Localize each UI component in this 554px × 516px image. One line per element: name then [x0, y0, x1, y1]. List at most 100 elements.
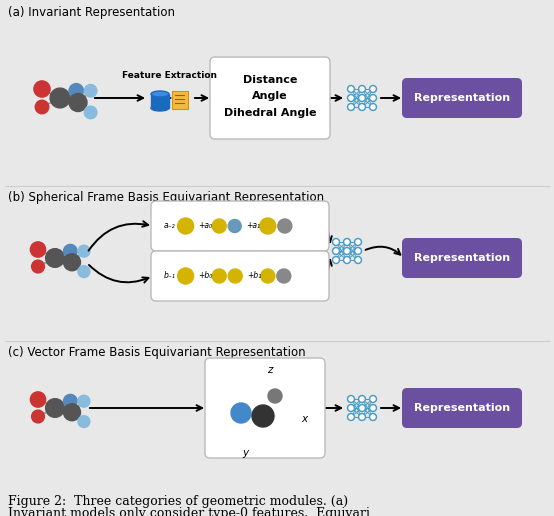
Circle shape [228, 269, 242, 283]
Circle shape [64, 254, 80, 271]
Circle shape [355, 248, 362, 254]
Circle shape [345, 258, 349, 262]
Circle shape [347, 94, 355, 102]
Circle shape [371, 415, 375, 419]
Circle shape [371, 87, 375, 91]
Circle shape [252, 405, 274, 427]
Text: Invariant models only consider type-0 features.  Equivari: Invariant models only consider type-0 fe… [8, 508, 370, 516]
FancyBboxPatch shape [151, 251, 329, 301]
Circle shape [84, 85, 97, 97]
Circle shape [212, 269, 226, 283]
Circle shape [69, 84, 84, 98]
Circle shape [360, 406, 364, 410]
Text: Angle: Angle [252, 91, 288, 101]
Circle shape [355, 256, 362, 264]
Circle shape [360, 105, 364, 109]
Circle shape [371, 96, 375, 100]
Circle shape [355, 238, 362, 246]
Circle shape [356, 249, 360, 253]
Circle shape [358, 94, 366, 102]
Circle shape [356, 258, 360, 262]
Circle shape [261, 269, 275, 283]
Text: Representation: Representation [414, 403, 510, 413]
Text: a₋₂: a₋₂ [164, 220, 176, 230]
FancyBboxPatch shape [172, 91, 188, 109]
Circle shape [84, 106, 97, 119]
Circle shape [349, 96, 353, 100]
Circle shape [30, 242, 45, 257]
Ellipse shape [151, 105, 169, 111]
Text: Representation: Representation [414, 253, 510, 263]
Circle shape [370, 413, 377, 421]
Circle shape [360, 87, 364, 91]
Circle shape [50, 88, 70, 108]
Circle shape [64, 245, 77, 258]
Circle shape [370, 405, 377, 411]
Circle shape [212, 219, 226, 233]
Circle shape [78, 395, 90, 407]
Circle shape [360, 96, 364, 100]
Circle shape [343, 256, 351, 264]
Text: +a₀: +a₀ [198, 220, 213, 230]
Circle shape [45, 399, 64, 417]
Text: Dihedral Angle: Dihedral Angle [224, 108, 316, 118]
Circle shape [30, 392, 45, 407]
Circle shape [349, 105, 353, 109]
Circle shape [370, 86, 377, 92]
Circle shape [349, 406, 353, 410]
Circle shape [371, 105, 375, 109]
Circle shape [64, 394, 77, 408]
Circle shape [349, 415, 353, 419]
Ellipse shape [151, 91, 169, 97]
Circle shape [78, 245, 90, 257]
FancyBboxPatch shape [402, 388, 522, 428]
Text: (a) Invariant Representation: (a) Invariant Representation [8, 6, 175, 19]
Text: Distance: Distance [243, 75, 297, 85]
Circle shape [358, 405, 366, 411]
Circle shape [345, 249, 349, 253]
Circle shape [347, 405, 355, 411]
Circle shape [343, 248, 351, 254]
Circle shape [228, 219, 241, 233]
Text: +b₁: +b₁ [247, 270, 261, 280]
Circle shape [178, 218, 193, 234]
Circle shape [332, 248, 340, 254]
Circle shape [34, 81, 50, 97]
Circle shape [35, 100, 49, 114]
Text: Feature Extraction: Feature Extraction [122, 72, 218, 80]
Circle shape [278, 219, 292, 233]
FancyBboxPatch shape [151, 94, 169, 108]
Circle shape [358, 104, 366, 110]
FancyBboxPatch shape [205, 358, 325, 458]
Circle shape [277, 269, 291, 283]
Circle shape [349, 397, 353, 401]
Circle shape [334, 258, 338, 262]
Circle shape [356, 240, 360, 244]
Circle shape [64, 404, 80, 421]
FancyBboxPatch shape [210, 57, 330, 139]
Circle shape [78, 266, 90, 278]
Circle shape [260, 218, 276, 234]
Circle shape [371, 406, 375, 410]
Circle shape [32, 410, 44, 423]
FancyBboxPatch shape [151, 201, 329, 251]
Circle shape [69, 93, 87, 111]
Circle shape [370, 94, 377, 102]
Text: (c) Vector Frame Basis Equivariant Representation: (c) Vector Frame Basis Equivariant Repre… [8, 346, 306, 359]
Circle shape [332, 256, 340, 264]
Circle shape [178, 268, 193, 284]
Text: Representation: Representation [414, 93, 510, 103]
Circle shape [349, 87, 353, 91]
Circle shape [345, 240, 349, 244]
Text: b₋₁: b₋₁ [164, 270, 176, 280]
Circle shape [343, 238, 351, 246]
Text: y: y [242, 448, 248, 458]
Circle shape [360, 397, 364, 401]
Circle shape [370, 104, 377, 110]
Circle shape [231, 403, 251, 423]
Circle shape [347, 86, 355, 92]
Circle shape [334, 240, 338, 244]
Circle shape [358, 395, 366, 402]
Text: Figure 2:  Three categories of geometric modules. (a): Figure 2: Three categories of geometric … [8, 494, 348, 508]
FancyBboxPatch shape [402, 78, 522, 118]
